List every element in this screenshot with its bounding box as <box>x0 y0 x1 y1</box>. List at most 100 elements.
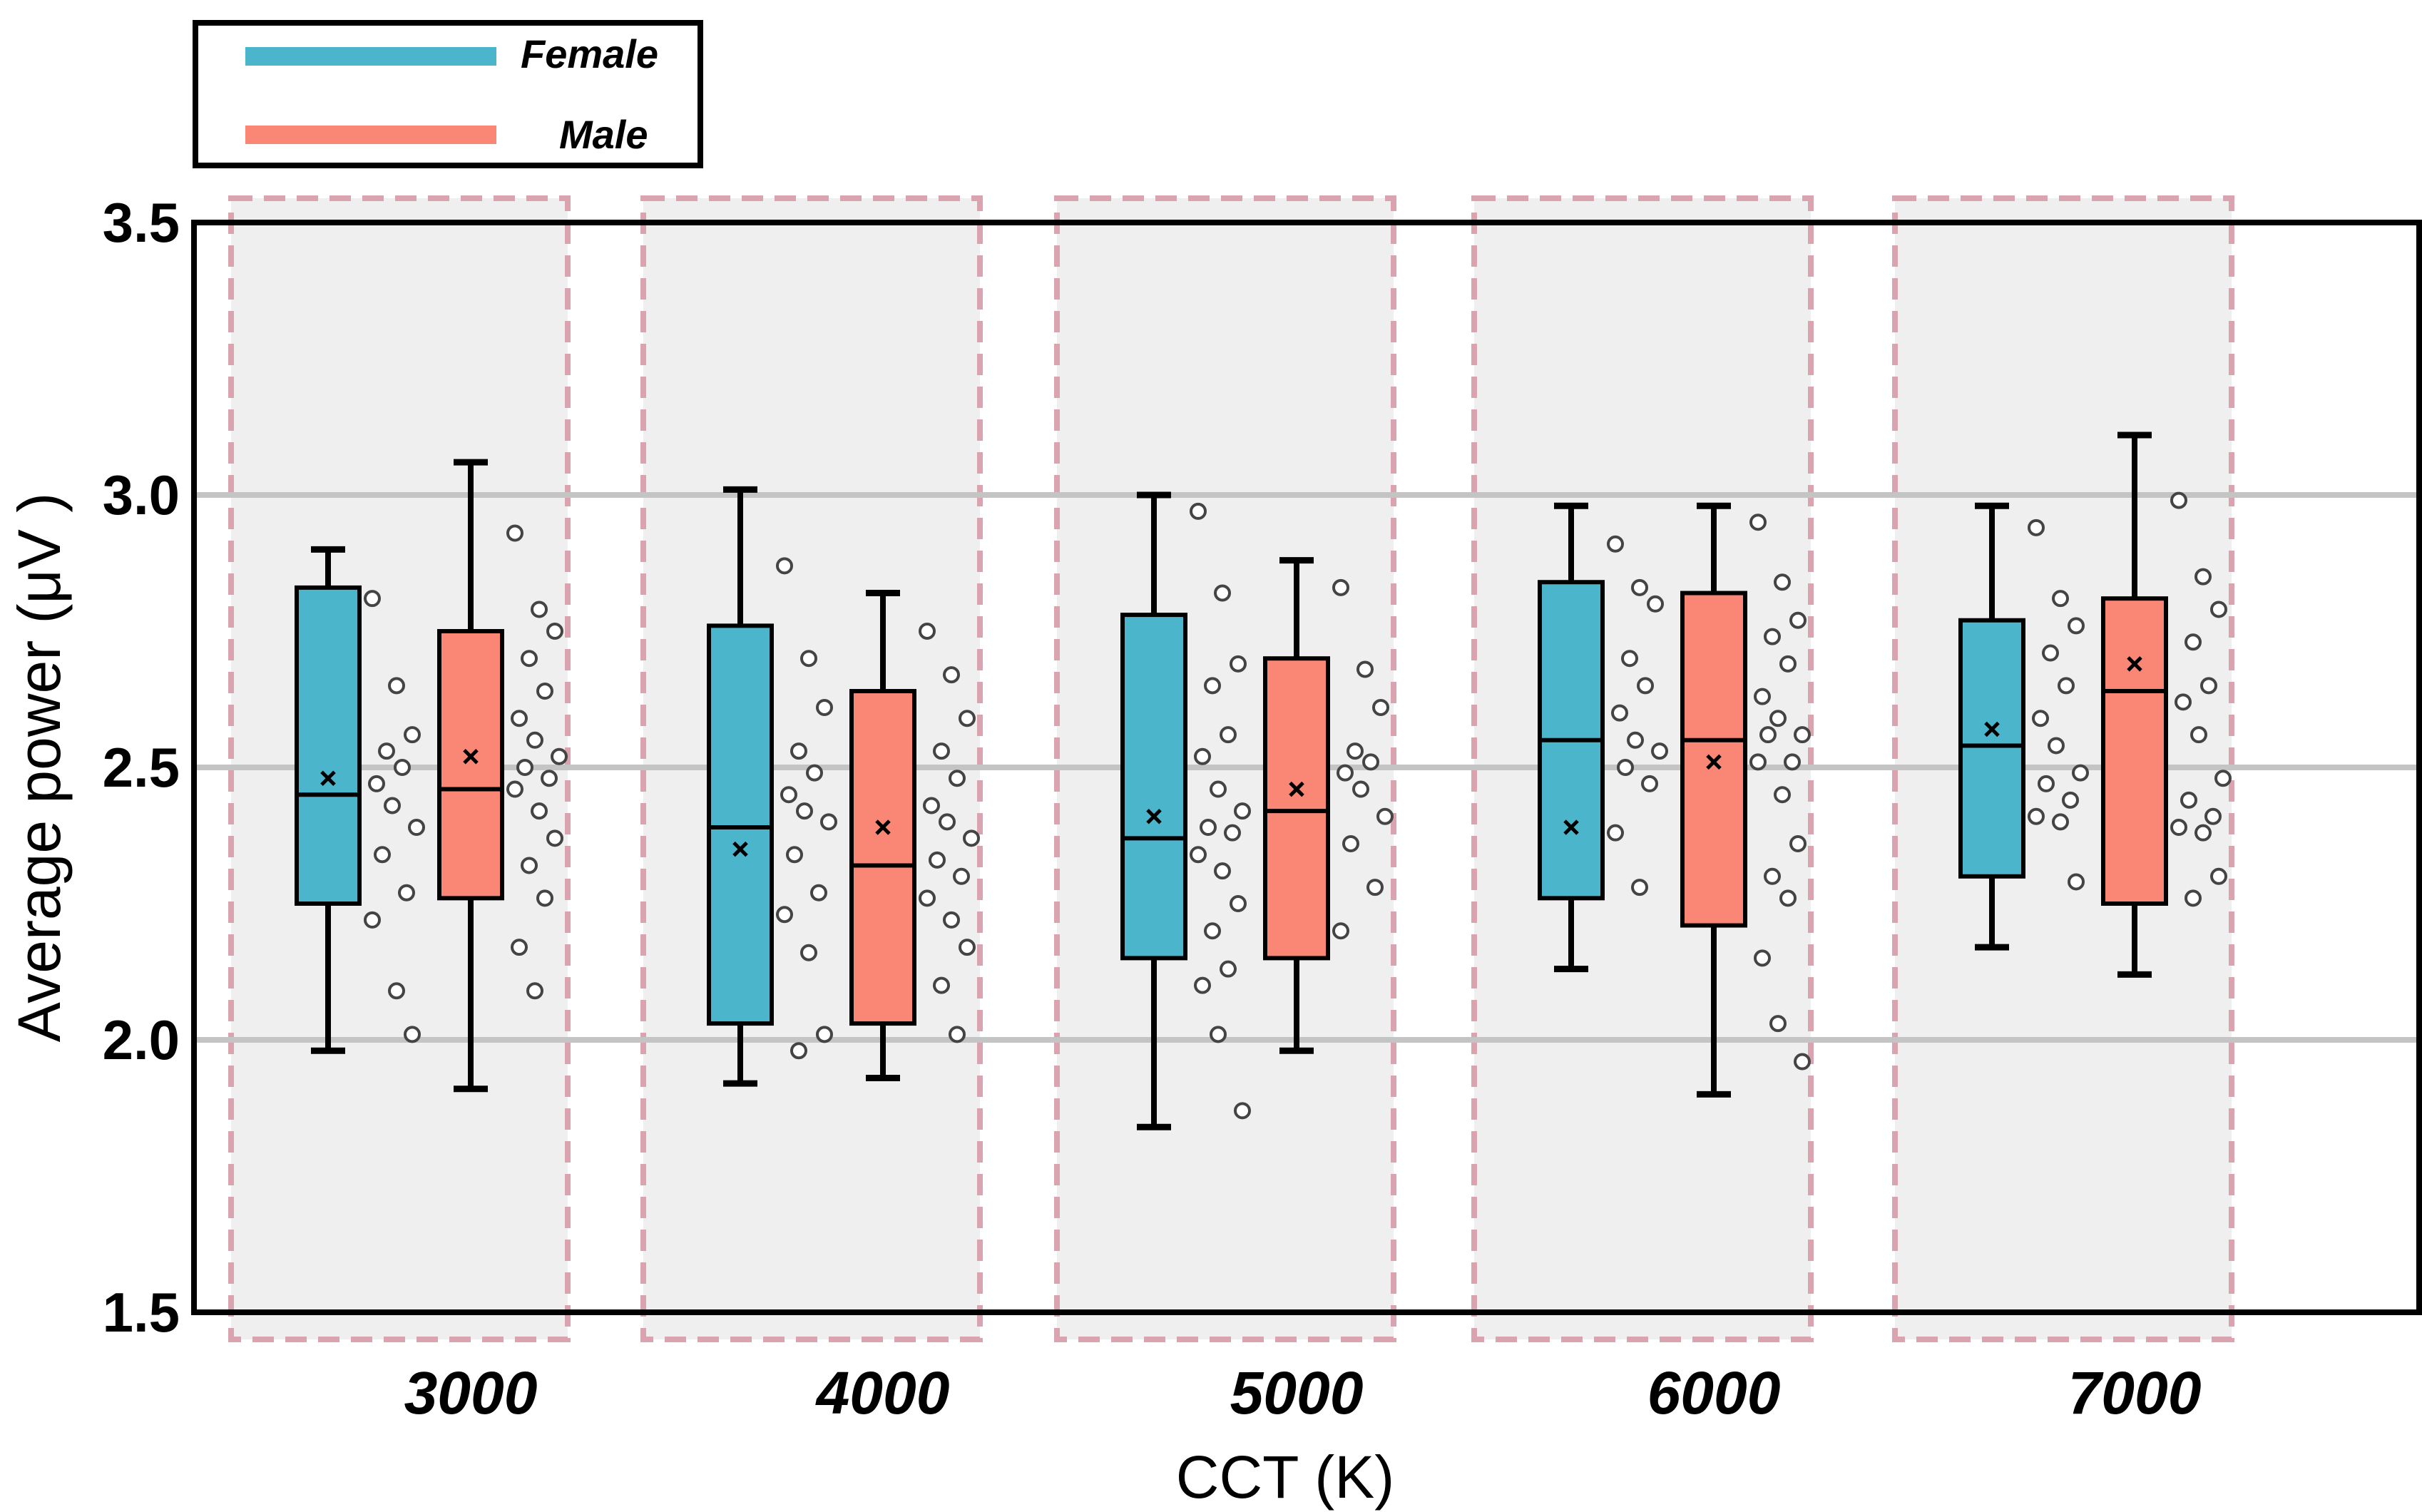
data-point <box>1789 834 1807 852</box>
box-female-5000 <box>1120 491 1251 1130</box>
data-point <box>919 889 936 907</box>
box-body <box>849 689 916 1026</box>
data-point <box>786 846 803 864</box>
mean-marker-stroke <box>1706 754 1722 770</box>
mean-marker-stroke <box>320 770 336 787</box>
data-point <box>364 590 381 608</box>
box-series <box>295 431 2232 1130</box>
box-body <box>295 585 362 906</box>
data-point <box>816 698 833 716</box>
data-point <box>776 557 793 575</box>
data-point <box>919 623 936 640</box>
data-point <box>943 666 960 684</box>
data-point <box>516 759 533 776</box>
data-point <box>368 775 385 792</box>
box-male-7000 <box>2101 431 2232 978</box>
data-point <box>408 819 425 837</box>
data-point <box>780 786 797 804</box>
data-point <box>521 650 538 668</box>
data-point <box>1347 742 1364 760</box>
data-point <box>521 857 538 874</box>
data-point <box>1749 753 1767 771</box>
data-point <box>1764 628 1781 645</box>
data-point <box>388 982 405 1000</box>
data-point <box>933 976 950 994</box>
data-point <box>1607 824 1624 842</box>
data-point <box>1651 742 1668 760</box>
data-point <box>1611 704 1628 722</box>
data-point <box>1784 753 1801 771</box>
data-point <box>2028 807 2045 825</box>
x-tick-label: 3000 <box>404 1359 538 1426</box>
data-point <box>1779 655 1797 673</box>
y-tick-label: 3.5 <box>103 191 180 254</box>
x-tick-label: 4000 <box>815 1359 950 1426</box>
data-point <box>800 944 817 961</box>
data-point <box>2194 568 2212 586</box>
data-point <box>2190 726 2207 744</box>
mean-marker <box>1984 721 2000 737</box>
data-point <box>933 742 950 760</box>
data-point <box>398 884 415 901</box>
data-point <box>1204 922 1221 940</box>
data-point <box>2042 644 2059 662</box>
data-point <box>1607 535 1624 553</box>
data-point <box>511 710 528 727</box>
data-point <box>1774 573 1791 591</box>
data-point <box>2058 677 2075 695</box>
data-point <box>1631 578 1648 596</box>
data-point <box>1210 1026 1227 1043</box>
box-body <box>437 629 504 901</box>
data-point <box>1366 879 1384 897</box>
data-point <box>394 759 411 776</box>
data-point <box>806 764 823 782</box>
data-point <box>2062 791 2079 809</box>
box-male-6000 <box>1680 502 1811 1098</box>
data-point <box>2170 491 2187 509</box>
data-point <box>816 1026 833 1043</box>
data-point <box>1769 1015 1787 1033</box>
box-body <box>1680 591 1747 928</box>
data-point <box>2185 889 2202 907</box>
data-point <box>536 683 553 700</box>
data-point <box>790 1042 807 1060</box>
data-point <box>1794 726 1811 744</box>
data-point <box>943 911 960 929</box>
data-point <box>1210 780 1227 798</box>
data-point <box>536 889 553 907</box>
mean-marker <box>1563 819 1579 835</box>
box-body <box>1263 656 1330 961</box>
mean-marker <box>1289 781 1304 797</box>
data-point <box>2194 824 2212 842</box>
data-point <box>511 939 528 956</box>
data-point <box>384 797 401 814</box>
legend: Female Male <box>193 20 703 168</box>
mean-marker-stroke <box>1289 781 1304 797</box>
data-point <box>388 677 405 695</box>
box-male-3000 <box>437 459 568 1093</box>
data-point <box>2068 873 2085 891</box>
data-point <box>2048 737 2065 755</box>
data-point <box>1220 726 1237 744</box>
mean-marker-stroke <box>875 819 891 835</box>
mean-marker <box>1146 808 1162 824</box>
data-point <box>526 982 543 1000</box>
data-point <box>1356 660 1374 678</box>
data-point <box>790 742 807 760</box>
y-tick-label: 1.5 <box>103 1281 180 1344</box>
axes: Average power (μV ) CCT (K) 1.5 2.0 2.5 3.0… <box>6 191 2201 1511</box>
data-point <box>506 524 523 542</box>
data-point <box>1204 677 1221 695</box>
box-male-5000 <box>1263 557 1394 1054</box>
mean-marker-stroke <box>1984 721 2000 737</box>
data-point <box>939 813 956 831</box>
data-point <box>506 780 523 798</box>
y-axis-title: Average power (μV ) <box>6 493 73 1043</box>
data-point <box>1794 1053 1811 1071</box>
data-point <box>963 829 980 847</box>
mean-marker-stroke <box>1146 808 1162 824</box>
data-point <box>526 731 543 749</box>
data-point <box>1214 584 1231 602</box>
data-point <box>1234 1102 1251 1120</box>
